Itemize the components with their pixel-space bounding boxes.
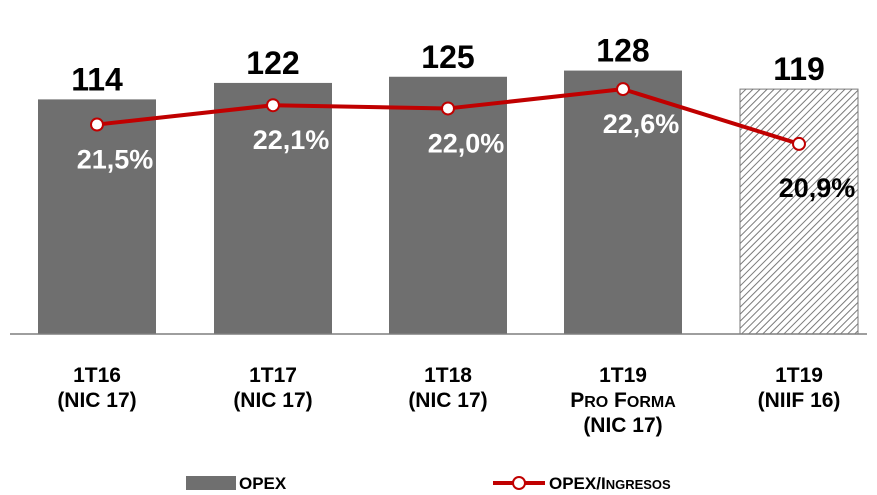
opex-ingresos-line [90,82,806,151]
category-label-0: 1T16 (NIC 17) [57,364,136,412]
data-labels: 114 122 125 128 119 21,5% 22,1% 22,0% 22,6% 20,9% [71,33,855,203]
line-point-2 [441,101,455,116]
bar-value-label-0: 114 [71,61,123,97]
bar-value-label-4: 119 [773,51,825,87]
line-value-label-4: 20,9% [779,173,856,203]
category-label-4: 1T19 (NIIF 16) [758,364,841,412]
bar-4 [739,88,859,335]
bar-value-label-3: 128 [596,33,649,69]
line-value-label-0: 21,5% [77,145,154,175]
category-label-1: 1T17 (NIC 17) [233,364,312,412]
bar-1 [214,82,332,334]
legend-opex-label: OPEX [239,474,287,493]
line-point-3 [616,82,630,97]
line-value-label-3: 22,6% [603,109,680,139]
line-point-1 [266,98,280,113]
legend: OPEX OPEX/INGRESOS [186,474,671,493]
bar-2 [389,76,507,334]
bar-0 [38,99,156,335]
legend-opex-swatch [186,476,236,490]
line-value-label-2: 22,0% [428,128,505,158]
category-labels: 1T16 (NIC 17) 1T17 (NIC 17) 1T18 (NIC 17) 1T19… [57,364,840,437]
category-label-2: 1T18 (NIC 17) [408,364,487,412]
line-value-label-1: 22,1% [253,125,330,155]
bar-3 [564,70,682,334]
bar-value-label-2: 125 [421,39,474,75]
line-point-0 [90,117,104,132]
bar-value-label-1: 122 [246,45,299,81]
legend-ratio-label: OPEX/INGRESOS [549,474,671,493]
opex-bars [38,70,859,335]
legend-line-marker [512,476,526,490]
category-label-3: 1T19 PRO FORMA (NIC 17) [570,364,676,437]
line-point-4 [792,136,806,151]
